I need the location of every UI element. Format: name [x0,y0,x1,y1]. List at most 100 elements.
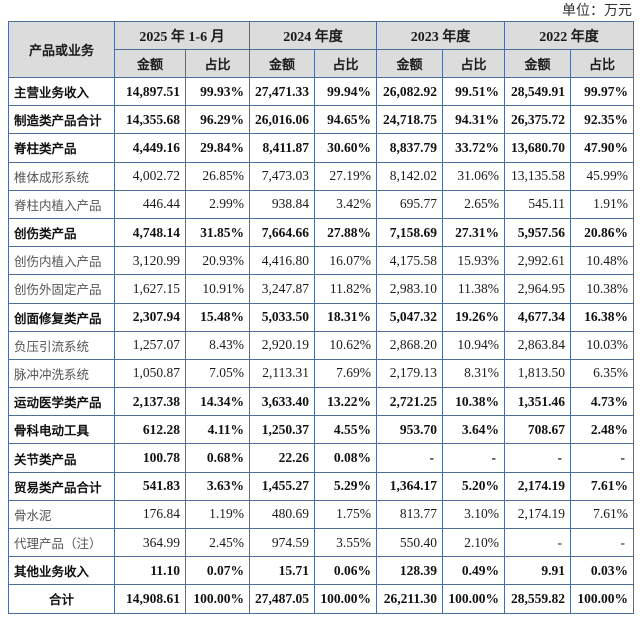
share-cell: 45.99% [570,161,635,191]
share-cell: 3.42% [314,189,378,219]
header-share: 占比 [184,49,251,78]
share-cell: 15.48% [184,302,251,332]
row-label: 脊柱内植入产品 [8,189,115,219]
header-share: 占比 [314,49,378,78]
share-cell: 96.29% [184,105,251,135]
amount-cell: 26,211.30 [376,584,444,614]
share-cell: 2.45% [184,527,251,558]
amount-cell: 3,633.40 [249,387,316,417]
share-cell: 0.08% [314,443,378,473]
amount-cell: 13,135.58 [504,161,572,191]
share-cell: 2.48% [570,415,635,445]
table-row: 骨科电动工具 612.28 4.11% 1,250.37 4.55% 953.70 3.64… [8,415,635,445]
row-label: 负压引流系统 [8,330,115,360]
amount-cell: 4,416.80 [249,246,316,276]
share-cell: 10.03% [570,330,635,360]
amount-cell: 612.28 [114,415,186,445]
amount-cell: 14,355.68 [114,105,186,135]
share-cell: 10.38% [442,387,506,417]
revenue-table: 产品或业务 2025 年 1-6 月 2024 年度 2023 年度 2022 … [8,21,635,614]
table-row: 主营业务收入 14,897.51 99.93% 27,471.33 99.94% 26,0… [8,76,635,107]
header-amount: 金额 [249,49,316,78]
table-row: 创伤类产品 4,748.14 31.85% 7,664.66 27.88% 7,158.6… [8,217,635,248]
share-cell: 3.55% [314,527,378,558]
amount-cell: 2,174.19 [504,471,572,501]
share-cell: 4.73% [570,387,635,417]
amount-cell: 2,868.20 [376,330,444,360]
table-row: 其他业务收入 11.10 0.07% 15.71 0.06% 128.39 0.49% 9.9… [8,556,635,586]
share-cell: 27.88% [314,217,378,248]
share-cell: 3.63% [184,471,251,501]
table-row: 创伤外固定产品 1,627.15 10.91% 3,247.87 11.82% 2,983… [8,274,635,304]
share-cell: 94.31% [442,105,506,135]
amount-cell: 2,992.61 [504,246,572,276]
amount-cell: 1,050.87 [114,358,186,389]
share-cell: 31.85% [184,217,251,248]
share-cell: 4.11% [184,415,251,445]
header-period-2022: 2022 年度 [504,21,635,50]
row-label: 脊柱类产品 [8,133,115,163]
header-row-subcols: 金额 占比 金额 占比 金额 占比 金额 占比 [9,49,635,78]
table-row: 创面修复类产品 2,307.94 15.48% 5,033.50 18.31% 5,047… [8,302,635,332]
row-label: 关节类产品 [8,443,115,473]
share-cell: 14.34% [184,387,251,417]
amount-cell: 128.39 [376,556,444,586]
header-amount: 金额 [504,49,572,78]
table-row: 制造类产品合计 14,355.68 96.29% 26,016.06 94.65% 24,… [8,105,635,135]
share-cell: 19.26% [442,302,506,332]
amount-cell: 5,957.56 [504,217,572,248]
share-cell: 5.20% [442,471,506,501]
amount-cell: 974.59 [249,527,316,558]
table-row: 骨水泥 176.84 1.19% 480.69 1.75% 813.77 3.10% 2,17… [8,499,635,530]
amount-cell: - [376,443,444,473]
amount-cell: 2,983.10 [376,274,444,304]
row-label: 创伤外固定产品 [8,274,115,304]
amount-cell: 1,813.50 [504,358,572,389]
share-cell: 1.91% [570,189,635,219]
share-cell: 30.60% [314,133,378,163]
share-cell: 99.97% [570,76,635,107]
share-cell: 100.00% [442,584,506,614]
table-body: 主营业务收入 14,897.51 99.93% 27,471.33 99.94% 26,0… [8,76,635,614]
amount-cell: 5,033.50 [249,302,316,332]
amount-cell: 1,364.17 [376,471,444,501]
amount-cell: 2,174.19 [504,499,572,530]
share-cell: 2.99% [184,189,251,219]
row-label: 运动医学类产品 [8,387,115,417]
header-period-2024: 2024 年度 [249,21,378,50]
amount-cell: 545.11 [504,189,572,219]
amount-cell: 4,002.72 [114,161,186,191]
share-cell: 100.00% [570,584,635,614]
amount-cell: 695.77 [376,189,444,219]
amount-cell: 1,351.46 [504,387,572,417]
share-cell: 10.38% [570,274,635,304]
share-cell: 92.35% [570,105,635,135]
header-period-2023: 2023 年度 [376,21,506,50]
share-cell: 27.31% [442,217,506,248]
share-cell: 0.07% [184,556,251,586]
share-cell: 2.10% [442,527,506,558]
table-row: 脊柱内植入产品 446.44 2.99% 938.84 3.42% 695.77 2.65%… [8,189,635,219]
amount-cell: 4,449.16 [114,133,186,163]
row-label: 创面修复类产品 [8,302,115,332]
table-row: 脉冲冲洗系统 1,050.87 7.05% 2,113.31 7.69% 2,179.13… [8,358,635,389]
unit-label: 单位：万元 [562,3,632,19]
share-cell: 33.72% [442,133,506,163]
amount-cell: 27,471.33 [249,76,316,107]
amount-cell: 4,175.58 [376,246,444,276]
share-cell: 20.86% [570,217,635,248]
row-label: 椎体成形系统 [8,161,115,191]
share-cell: 0.06% [314,556,378,586]
amount-cell: 480.69 [249,499,316,530]
amount-cell: 2,307.94 [114,302,186,332]
amount-cell: 2,920.19 [249,330,316,360]
row-label: 主营业务收入 [8,76,115,107]
row-label: 制造类产品合计 [8,105,115,135]
share-cell: 31.06% [442,161,506,191]
share-cell: 99.51% [442,76,506,107]
table-row: 关节类产品 100.78 0.68% 22.26 0.08% - - - - [8,443,635,473]
row-label: 合计 [8,584,115,614]
share-cell: 11.82% [314,274,378,304]
amount-cell: 2,137.38 [114,387,186,417]
amount-cell: 1,455.27 [249,471,316,501]
